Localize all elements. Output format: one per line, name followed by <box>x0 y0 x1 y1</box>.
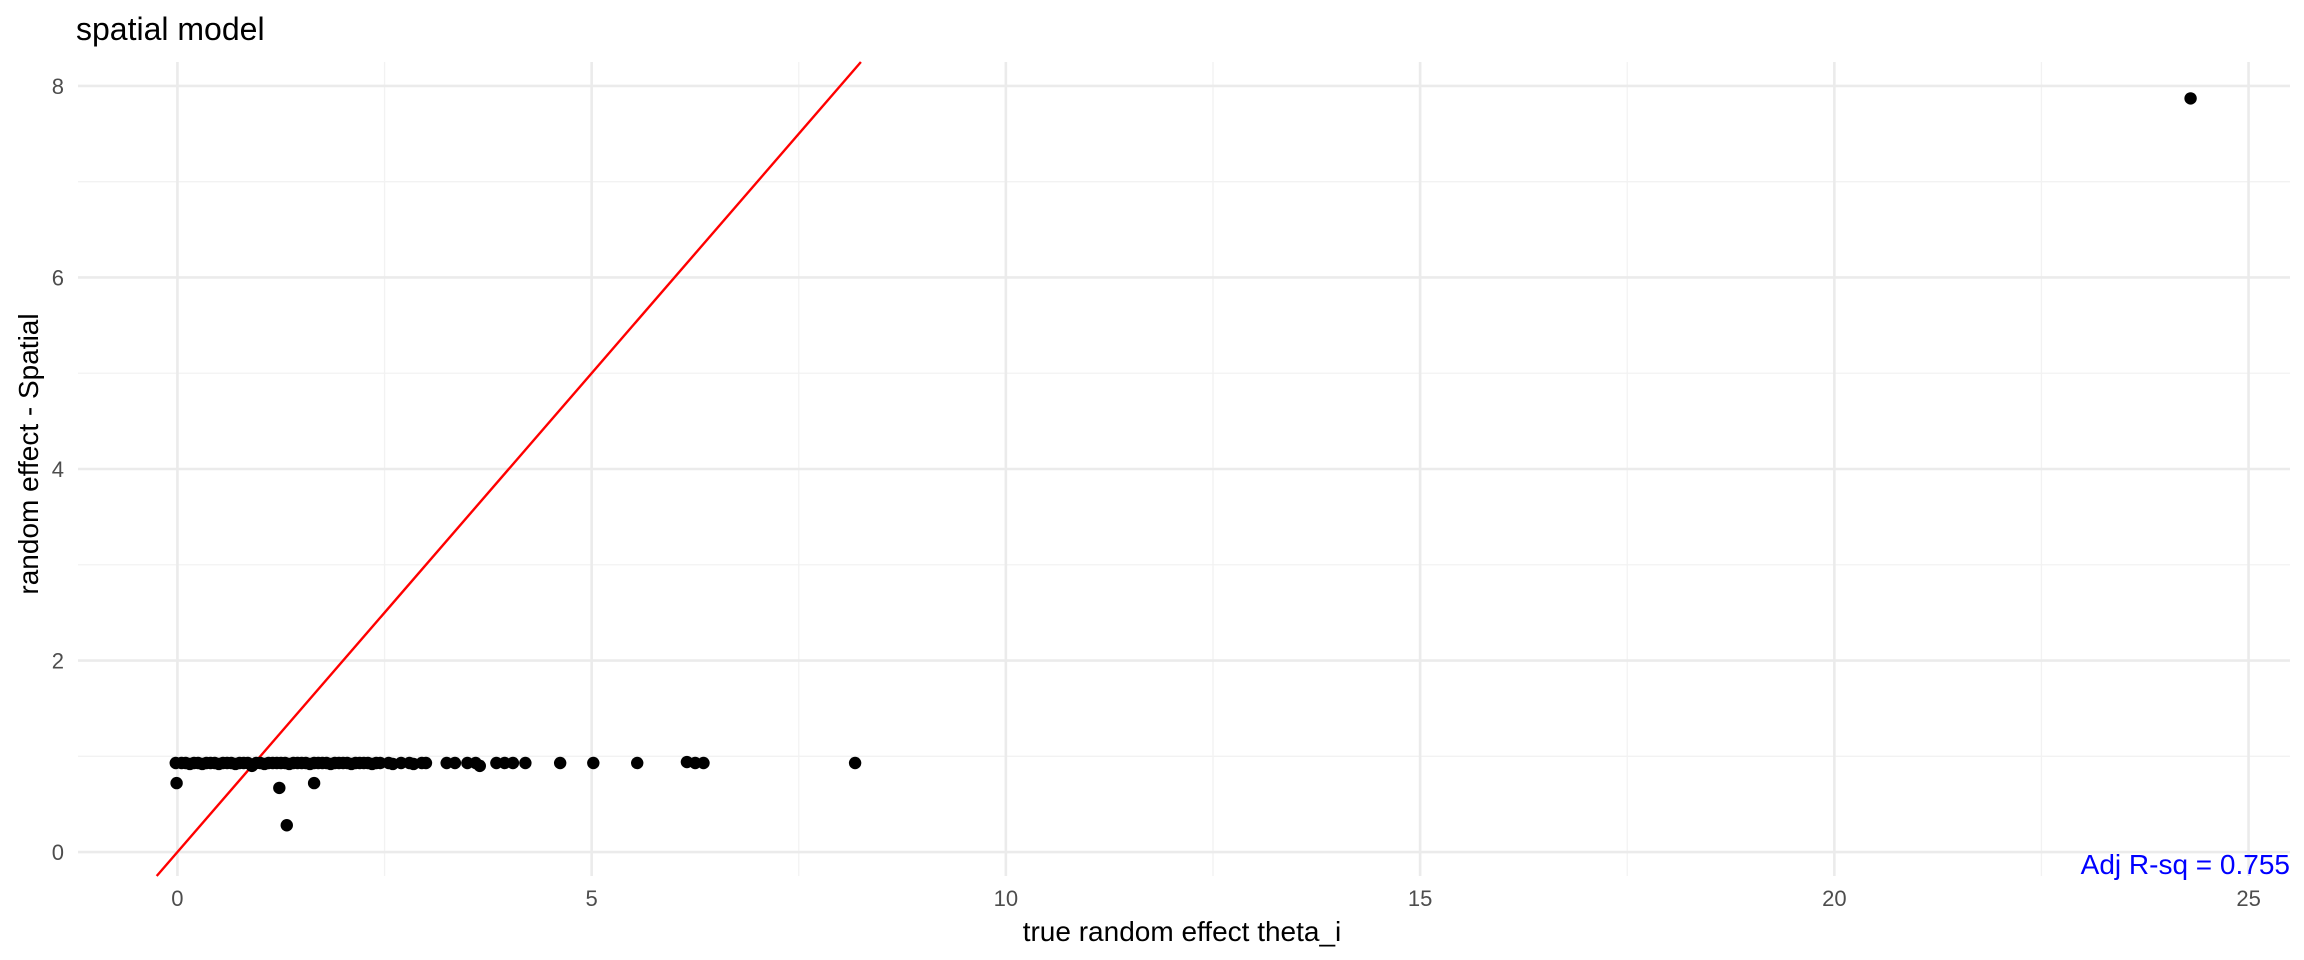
data-point <box>848 756 862 770</box>
y-axis-title: random effect - Spatial <box>13 313 44 594</box>
x-tick-label: 5 <box>586 886 598 911</box>
adj-r-squared-annotation: Adj R-sq = 0.755 <box>2081 849 2290 880</box>
y-tick-label: 4 <box>52 457 64 482</box>
reference-line <box>155 61 862 877</box>
data-point <box>553 756 567 770</box>
data-point <box>448 756 462 770</box>
tick-labels: 0 5 10 15 20 25 0 2 4 6 8 <box>52 74 2261 911</box>
x-tick-label: 15 <box>1408 886 1432 911</box>
data-points <box>169 92 2197 832</box>
data-point <box>473 759 487 773</box>
y-tick-label: 0 <box>52 840 64 865</box>
data-point <box>506 756 520 770</box>
y-tick-label: 2 <box>52 649 64 674</box>
grid <box>78 62 2290 876</box>
data-point <box>273 781 286 795</box>
data-point <box>697 756 710 770</box>
data-point <box>419 756 433 770</box>
reference-line-layer <box>155 61 862 877</box>
x-tick-label: 20 <box>1822 886 1846 911</box>
x-tick-label: 25 <box>2236 886 2260 911</box>
chart-title: spatial model <box>76 11 265 47</box>
x-axis-title: true random effect theta_i <box>1023 916 1342 947</box>
y-tick-label: 8 <box>52 74 64 99</box>
data-point <box>631 756 644 770</box>
x-tick-label: 10 <box>994 886 1018 911</box>
data-point <box>307 776 321 790</box>
data-point <box>280 819 293 832</box>
data-point <box>587 756 600 770</box>
data-point <box>519 756 532 770</box>
x-tick-label: 0 <box>171 886 183 911</box>
data-point <box>170 776 183 790</box>
y-tick-label: 6 <box>52 265 64 290</box>
data-point <box>2184 92 2197 105</box>
